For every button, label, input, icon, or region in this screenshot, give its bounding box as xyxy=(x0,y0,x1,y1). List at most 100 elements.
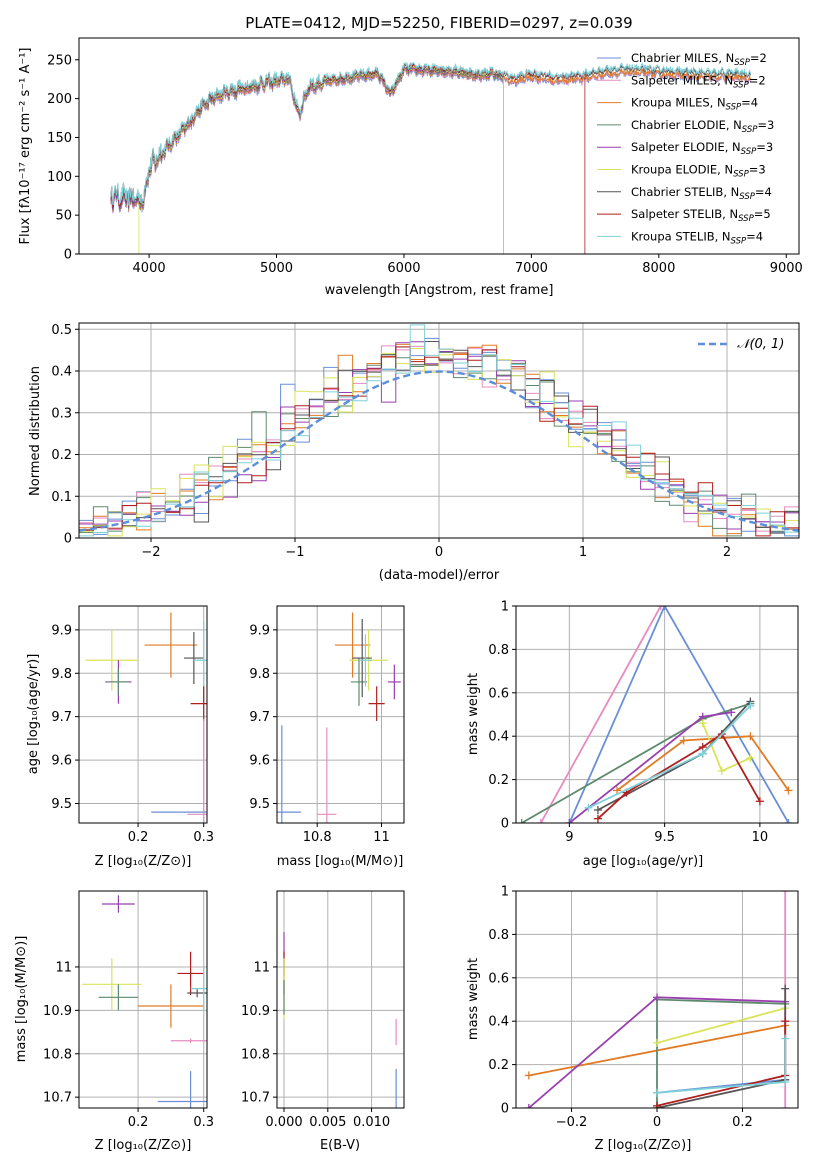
x-tick-label: 4000 xyxy=(133,261,166,276)
y-tick-label: 0.2 xyxy=(51,448,72,463)
y-tick-label: 10.7 xyxy=(241,1091,270,1106)
histogram-series xyxy=(79,346,799,537)
z-age-ylabel: age [log₁₀(age/yr)] xyxy=(26,654,41,775)
y-tick-label: 0 xyxy=(64,532,72,547)
y-tick-label: 9.7 xyxy=(51,710,72,725)
weight-marker xyxy=(781,1034,790,1043)
y-tick-label: 0.1 xyxy=(51,490,72,505)
histogram-series xyxy=(79,324,799,537)
y-tick-label: 9.7 xyxy=(249,710,270,725)
errorbar-point xyxy=(177,951,204,996)
weight-marker xyxy=(746,753,755,762)
x-tick-label: 6000 xyxy=(387,261,420,276)
weight-series-line xyxy=(588,705,752,809)
errorbar-point xyxy=(350,658,368,706)
axes-frame xyxy=(276,890,405,1109)
mass-age-xlabel: mass [log₁₀(M/M⊙)] xyxy=(277,854,404,869)
weight-marker xyxy=(784,819,793,823)
x-tick-label: 10 xyxy=(752,830,769,845)
errorbar-point xyxy=(352,619,372,698)
y-tick-label: 0.4 xyxy=(488,730,509,745)
errorbar-point xyxy=(170,1038,207,1043)
weight-marker xyxy=(653,1038,661,1047)
errorbar-point xyxy=(144,612,198,678)
z-mass-panel: 0.2 0.3 10.7 10.8 10.9 11 Z [log₁₀(Z/Z⊙)] mas… xyxy=(14,890,214,1153)
x-tick-label: 0.2 xyxy=(732,1115,753,1130)
x-tick-label: 0.3 xyxy=(193,830,214,845)
errorbar-point xyxy=(108,668,129,695)
spectrum-series-line xyxy=(138,64,504,254)
y-tick-label: 0.4 xyxy=(51,365,72,380)
y-tick-label: 9.6 xyxy=(249,754,270,769)
weight-marker xyxy=(781,1077,790,1086)
y-tick-label: 0.2 xyxy=(488,1058,509,1073)
figure-title: PLATE=0412, MJD=52250, FIBERID=0297, z=0… xyxy=(245,14,632,32)
spectrum-panel: 4000 5000 6000 7000 8000 9000 0 50 100 150 200 250 C… xyxy=(18,37,803,298)
y-tick-label: 0 xyxy=(501,817,509,832)
weight-marker xyxy=(584,803,593,812)
errorbar-point xyxy=(334,612,371,678)
y-tick-label: 1 xyxy=(501,600,509,615)
axes-frame xyxy=(515,605,799,824)
spectrum-series-line xyxy=(110,64,504,254)
errorbar-point xyxy=(190,966,207,1011)
ebv-mass-xlabel: E(B-V) xyxy=(320,1138,360,1153)
histogram-series xyxy=(79,348,799,537)
y-tick-label: 9.9 xyxy=(249,623,270,638)
errorbar-point xyxy=(98,984,139,1011)
residual-histogram-panel: −2 −1 0 1 2 0 0.1 0.2 0.3 0.4 0.5 𝒩(0, 1) (data-mod… xyxy=(28,322,800,583)
z-mass-ylabel: mass [log₁₀(M/M⊙)] xyxy=(14,936,29,1063)
weight-series-line xyxy=(521,702,751,823)
y-tick-label: 200 xyxy=(47,92,72,107)
age-weight-panel: 9 9.5 10 0 0.2 0.4 0.6 0.8 1 age [log₁₀(age/yr)]… xyxy=(466,600,799,869)
weight-series-line xyxy=(540,606,662,823)
weight-marker xyxy=(524,1104,533,1108)
weight-marker xyxy=(784,786,793,795)
spectrum-series-line xyxy=(110,67,751,212)
weight-marker xyxy=(536,819,545,823)
weight-marker xyxy=(656,606,665,610)
y-tick-label: 0.5 xyxy=(51,323,72,338)
legend-entry: Chabrier ELODIE, NSSP=3 xyxy=(631,118,774,135)
spectrum-xlabel: wavelength [Angstrom, rest frame] xyxy=(325,283,554,298)
legend-entry: 𝒩(0, 1) xyxy=(737,337,784,352)
legend-entry: Kroupa ELODIE, NSSP=3 xyxy=(631,163,766,180)
x-tick-label: −1 xyxy=(285,545,304,560)
x-tick-label: −2 xyxy=(141,545,160,560)
weight-marker xyxy=(612,786,621,795)
y-tick-label: 11 xyxy=(55,960,72,975)
weight-marker xyxy=(653,993,661,1002)
weight-marker xyxy=(781,1104,790,1108)
x-tick-label: 7000 xyxy=(515,261,548,276)
weight-marker xyxy=(781,891,790,895)
z-weight-xlabel: Z [log₁₀(Z/Z⊙)] xyxy=(595,1138,692,1153)
y-tick-label: 150 xyxy=(47,131,72,146)
y-tick-label: 10.8 xyxy=(241,1047,270,1062)
x-tick-label: 9.5 xyxy=(654,830,675,845)
weight-marker xyxy=(727,708,736,717)
x-tick-label: 1 xyxy=(579,545,587,560)
y-tick-label: 9.9 xyxy=(51,623,72,638)
weight-marker xyxy=(660,606,669,610)
axes-frame xyxy=(78,890,208,1109)
y-tick-label: 9.5 xyxy=(51,797,72,812)
y-tick-label: 0.6 xyxy=(488,971,509,986)
y-tick-label: 0.8 xyxy=(488,643,509,658)
legend-entry: Salpeter STELIB, NSSP=5 xyxy=(631,207,771,224)
y-tick-label: 0.2 xyxy=(488,773,509,788)
errorbar-point xyxy=(387,664,401,700)
y-tick-label: 100 xyxy=(47,170,72,185)
errorbar-point xyxy=(277,725,302,823)
errorbar-point xyxy=(157,1071,207,1108)
y-tick-label: 10.9 xyxy=(43,1004,72,1019)
spectrum-series-line xyxy=(110,61,751,206)
y-tick-label: 250 xyxy=(47,53,72,68)
weight-marker xyxy=(698,749,707,758)
y-tick-label: 0 xyxy=(501,1102,509,1117)
z-mass-xlabel: Z [log₁₀(Z/Z⊙)] xyxy=(95,1138,192,1153)
y-tick-label: 0 xyxy=(64,248,72,263)
x-tick-label: 0.000 xyxy=(265,1115,302,1130)
axes-frame xyxy=(78,322,800,539)
y-tick-label: 11 xyxy=(253,960,270,975)
